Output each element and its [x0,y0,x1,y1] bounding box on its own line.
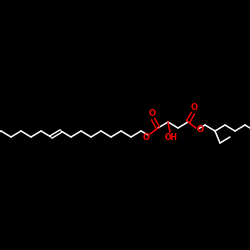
Text: OH: OH [164,132,177,141]
Text: O: O [148,110,156,118]
Text: O: O [142,132,150,141]
Text: O: O [190,104,198,112]
Text: O: O [196,124,203,134]
